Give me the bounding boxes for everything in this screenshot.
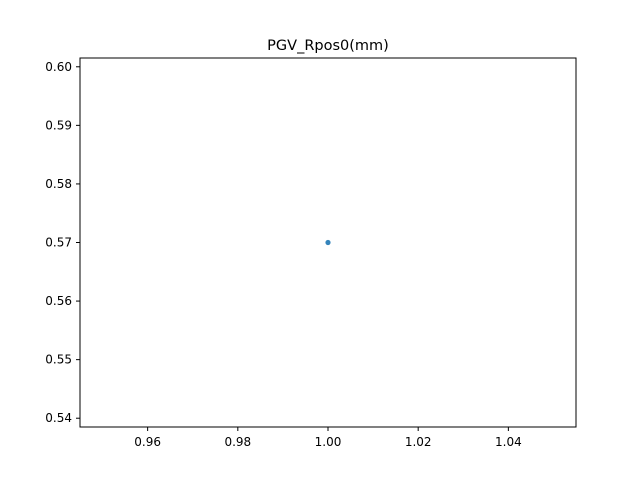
y-tick-label: 0.58 (45, 177, 72, 191)
y-tick-label: 0.54 (45, 411, 72, 425)
plot-area: 0.96 0.98 1.00 1.02 1.04 0.54 0.55 0.56 0.57 0.58… (45, 57, 577, 449)
y-tick-label: 0.60 (45, 60, 72, 74)
data-point (325, 239, 331, 246)
y-tick-label: 0.55 (45, 353, 72, 367)
y-tick-label: 0.57 (45, 236, 72, 250)
x-tick-label: 0.98 (224, 435, 251, 449)
x-tick-label: 1.02 (405, 435, 432, 449)
x-tick-label: 1.00 (315, 435, 342, 449)
chart-title: PGV_Rpos0(mm) (267, 38, 389, 54)
y-tick-label: 0.59 (45, 118, 72, 132)
x-tick-label: 0.96 (134, 435, 161, 449)
x-tick-label: 1.04 (495, 435, 522, 449)
y-tick-label: 0.56 (45, 294, 72, 308)
